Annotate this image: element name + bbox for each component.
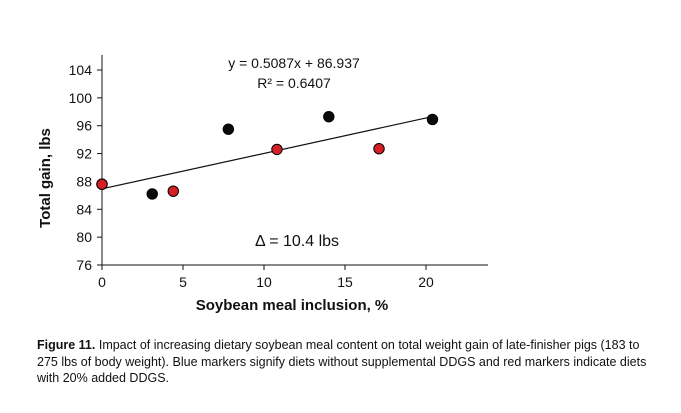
x-tick-label: 5 (179, 274, 187, 290)
trendline (101, 115, 433, 190)
x-tick-label: 20 (418, 274, 434, 290)
delta-annotation: Δ = 10.4 lbs (255, 233, 339, 250)
caption-label: Figure 11. (37, 338, 96, 352)
red-marker-point (167, 185, 179, 197)
y-tick-label: 92 (76, 146, 92, 162)
blue-marker-point (426, 113, 439, 126)
y-tick-label: 100 (69, 90, 93, 106)
x-tick-label: 15 (337, 274, 353, 290)
figure-caption: Figure 11. Impact of increasing dietary … (37, 337, 662, 387)
y-tick-label: 96 (76, 118, 92, 134)
x-tick-label: 10 (256, 274, 272, 290)
trendline-group (101, 115, 433, 190)
blue-marker-point (323, 110, 335, 123)
red-marker-point (96, 178, 108, 190)
caption-text: Impact of increasing dietary soybean mea… (37, 338, 647, 385)
scatter-chart: 76 80 84 88 92 96 100 104 0 5 10 15 20 y = 0.5087x … (37, 55, 488, 314)
blue-marker-point (222, 123, 235, 135)
y-tick-label: 104 (69, 62, 93, 78)
regression-equation: y = 0.5087x + 86.937 (228, 55, 360, 71)
x-tick-label: 0 (98, 274, 106, 290)
x-axis-title: Soybean meal inclusion, % (196, 297, 389, 314)
y-tick-label: 84 (76, 201, 92, 217)
red-marker-point (271, 143, 283, 156)
y-tick-label: 88 (76, 173, 92, 189)
y-axis-title: Total gain, lbs (37, 128, 54, 228)
red-marker-point (373, 142, 385, 155)
data-points (96, 110, 439, 200)
blue-marker-point (146, 188, 158, 200)
y-tick-label: 80 (76, 229, 92, 245)
y-axis: 76 80 84 88 92 96 100 104 (69, 55, 103, 273)
x-axis: 0 5 10 15 20 (98, 264, 488, 290)
y-tick-label: 76 (76, 257, 92, 273)
r-squared-label: R² = 0.6407 (257, 75, 331, 91)
